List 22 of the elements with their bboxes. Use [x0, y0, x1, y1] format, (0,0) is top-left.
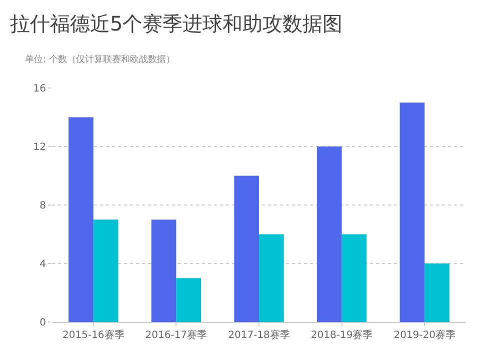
bar: [176, 278, 202, 322]
y-tick-label: 16: [33, 84, 46, 94]
bar: [424, 264, 450, 322]
y-tick-label: 12: [33, 142, 46, 153]
y-tick-label: 8: [40, 200, 46, 212]
bar: [234, 176, 259, 322]
x-tick-label: 2019-20赛季: [394, 329, 456, 341]
x-tick-label: 2015-16赛季: [62, 329, 124, 341]
y-tick-label: 0: [40, 318, 46, 328]
y-tick-label: 4: [40, 259, 46, 270]
x-tick-label: 2016-17赛季: [145, 329, 208, 341]
bar: [151, 220, 176, 322]
x-tick-label: 2018-19赛季: [310, 329, 373, 341]
bar: [316, 146, 342, 322]
x-tick-label: 2017-18赛季: [228, 329, 290, 341]
bar: [259, 234, 284, 322]
chart-subtitle: 单位: 个数（仅计算联赛和欧战数据）: [25, 54, 175, 65]
bar: [93, 220, 118, 322]
chart-title: 拉什福德近5个赛季进球和助攻数据图: [10, 11, 343, 36]
bar: [400, 102, 425, 322]
bar: [68, 117, 94, 322]
bar: [342, 234, 367, 322]
